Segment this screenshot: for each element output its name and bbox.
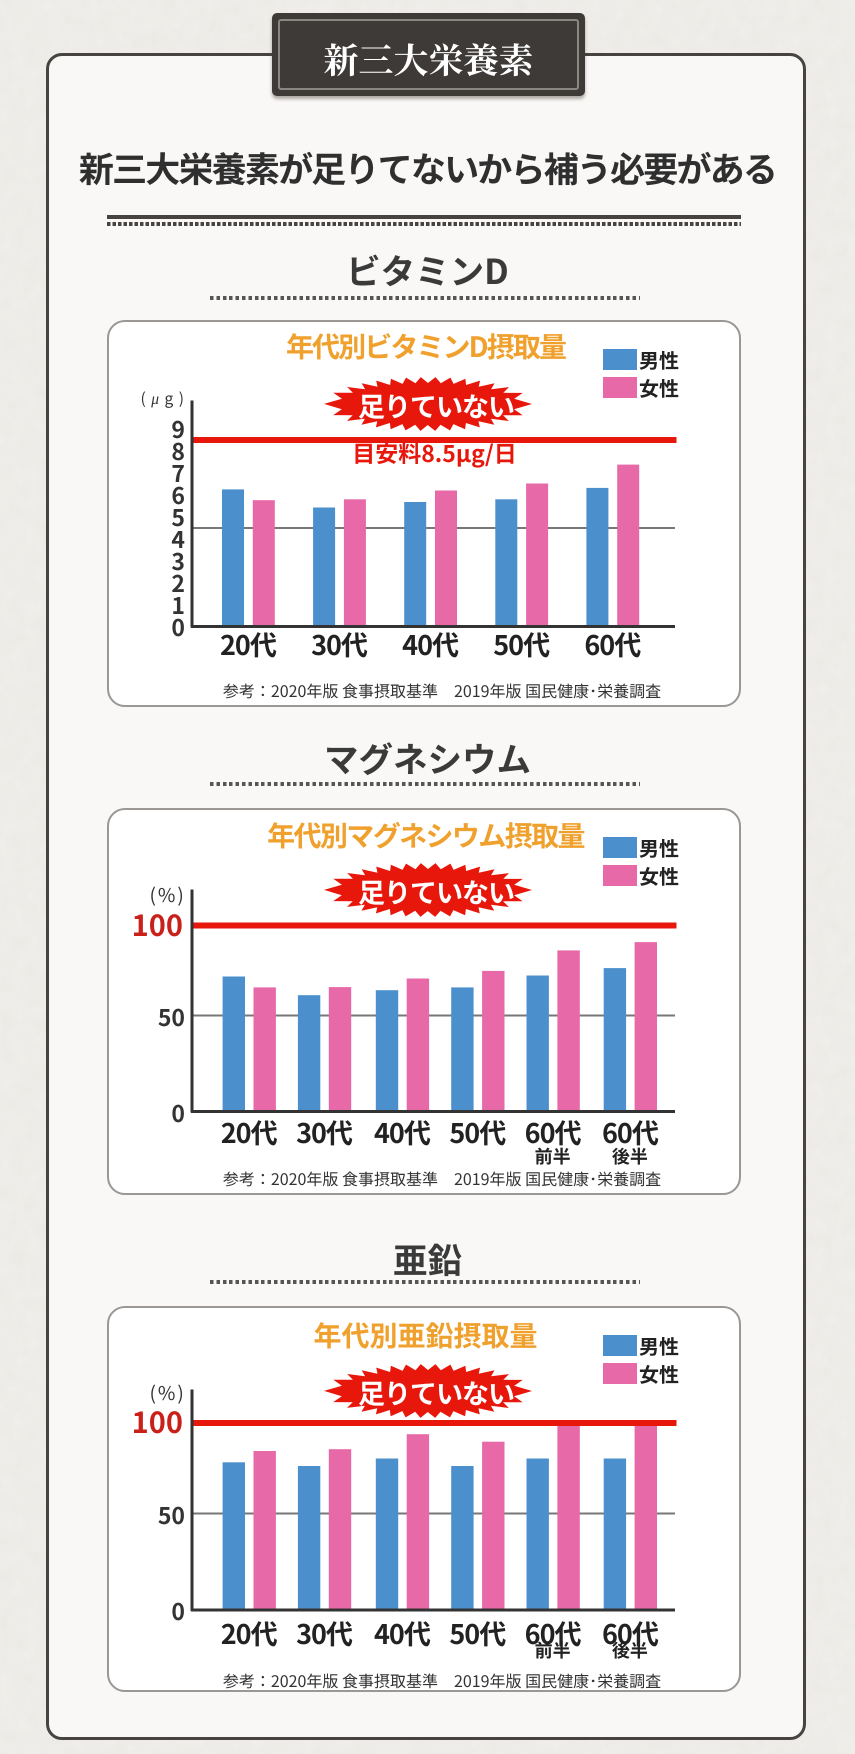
svg-text:足りていない: 足りていない: [358, 386, 514, 425]
svg-text:足りていない: 足りていない: [358, 1373, 514, 1412]
svg-text:足りていない: 足りていない: [358, 872, 514, 911]
